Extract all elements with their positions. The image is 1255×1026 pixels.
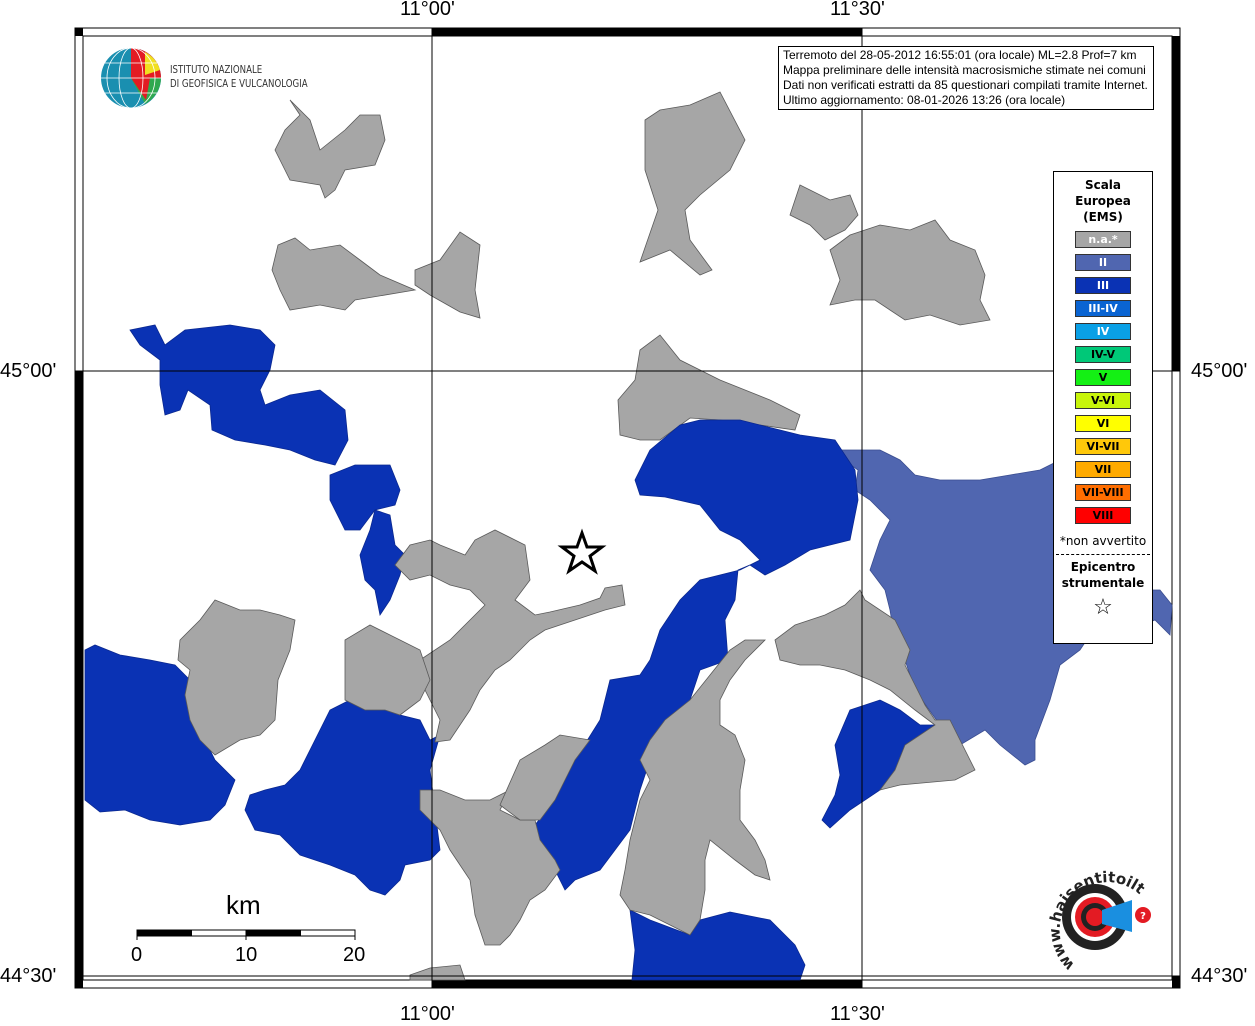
border-segment xyxy=(432,28,862,36)
municipality-na xyxy=(414,231,481,319)
municipality-na xyxy=(409,964,466,981)
epicenter-star-icon xyxy=(557,528,607,575)
municipality-na xyxy=(419,789,561,946)
municipality-na xyxy=(619,639,771,936)
municipality-iii xyxy=(534,419,859,891)
ingv-globe-icon xyxy=(101,47,161,109)
scale-unit: km xyxy=(226,890,261,920)
scale-tick: 0 xyxy=(131,944,143,966)
info-line: Ultimo aggiornamento: 08-01-2026 13:26 (… xyxy=(783,93,1066,107)
border-segment xyxy=(75,371,83,976)
municipality-na xyxy=(177,599,296,756)
municipality-na xyxy=(499,734,591,821)
ems-legend: Scala Europea (EMS) n.a.* II III III-IV IV IV-V… xyxy=(1053,171,1153,644)
info-line: Mappa preliminare delle intensità macros… xyxy=(783,63,1146,77)
legend-swatch: VII xyxy=(1075,461,1131,478)
legend-epicenter-label: Epicentro strumentale xyxy=(1061,560,1145,590)
municipalities xyxy=(84,91,1173,981)
info-line: Dati non verificati estratti da 85 quest… xyxy=(783,78,1148,92)
legend-swatch: VII-VIII xyxy=(1075,484,1131,501)
municipality-na xyxy=(274,99,386,199)
municipality-na xyxy=(617,334,801,441)
municipality-iii xyxy=(629,909,806,981)
municipality-iii xyxy=(329,464,401,531)
legend-swatch: III xyxy=(1075,277,1131,294)
legend-swatch: VI-VII xyxy=(1075,438,1131,455)
scale-bar xyxy=(136,929,356,940)
lon-label-top: 11°00' xyxy=(400,0,455,20)
legend-divider xyxy=(1056,554,1150,555)
legend-swatch: V xyxy=(1075,369,1131,386)
municipality-na xyxy=(271,237,417,311)
legend-swatch: III-IV xyxy=(1075,300,1131,317)
legend-title: Scala Europea (EMS) xyxy=(1075,178,1131,224)
municipality-na xyxy=(394,529,626,743)
event-info-box: Terremoto del 28-05-2012 16:55:01 (ora l… xyxy=(778,46,1154,110)
municipality-iii xyxy=(821,699,937,829)
municipality-na xyxy=(789,184,859,241)
lon-label-top: 11°30' xyxy=(830,0,885,20)
legend-swatch: IV-V xyxy=(1075,346,1131,363)
lat-label-right: 44°30' xyxy=(1191,965,1248,987)
info-line: Terremoto del 28-05-2012 16:55:01 (ora l… xyxy=(783,48,1137,62)
lat-label-left: 45°00' xyxy=(0,360,57,382)
municipality-iii xyxy=(244,699,441,896)
border-segment xyxy=(432,980,862,988)
municipality-na xyxy=(829,219,991,326)
lon-label-bottom: 11°30' xyxy=(830,1003,885,1025)
svg-text:?: ? xyxy=(1140,911,1146,922)
legend-swatch: VIII xyxy=(1075,507,1131,524)
border-segment xyxy=(1172,36,1180,371)
lat-label-left: 44°30' xyxy=(0,965,57,987)
legend-swatch: VI xyxy=(1075,415,1131,432)
legend-swatch: V-VI xyxy=(1075,392,1131,409)
lat-label-right: 45°00' xyxy=(1191,360,1248,382)
legend-swatch: IV xyxy=(1075,323,1131,340)
scale-tick: 20 xyxy=(343,944,366,966)
municipality-iii xyxy=(129,324,349,466)
legend-star-icon: ☆ xyxy=(1093,595,1113,620)
legend-swatch: n.a.* xyxy=(1075,231,1131,248)
lon-label-bottom: 11°00' xyxy=(400,1003,455,1025)
legend-swatch: II xyxy=(1075,254,1131,271)
municipality-iii xyxy=(359,509,406,617)
municipality-iii xyxy=(84,644,236,826)
municipality-na xyxy=(639,91,746,276)
legend-note: *non avvertito xyxy=(1059,534,1147,548)
scale-tick: 10 xyxy=(235,944,258,966)
graticule xyxy=(75,28,1180,988)
ingv-logo-text: ISTITUTO NAZIONALE DI GEOFISICA E VULCANO… xyxy=(170,64,308,90)
municipality-na xyxy=(344,624,431,716)
